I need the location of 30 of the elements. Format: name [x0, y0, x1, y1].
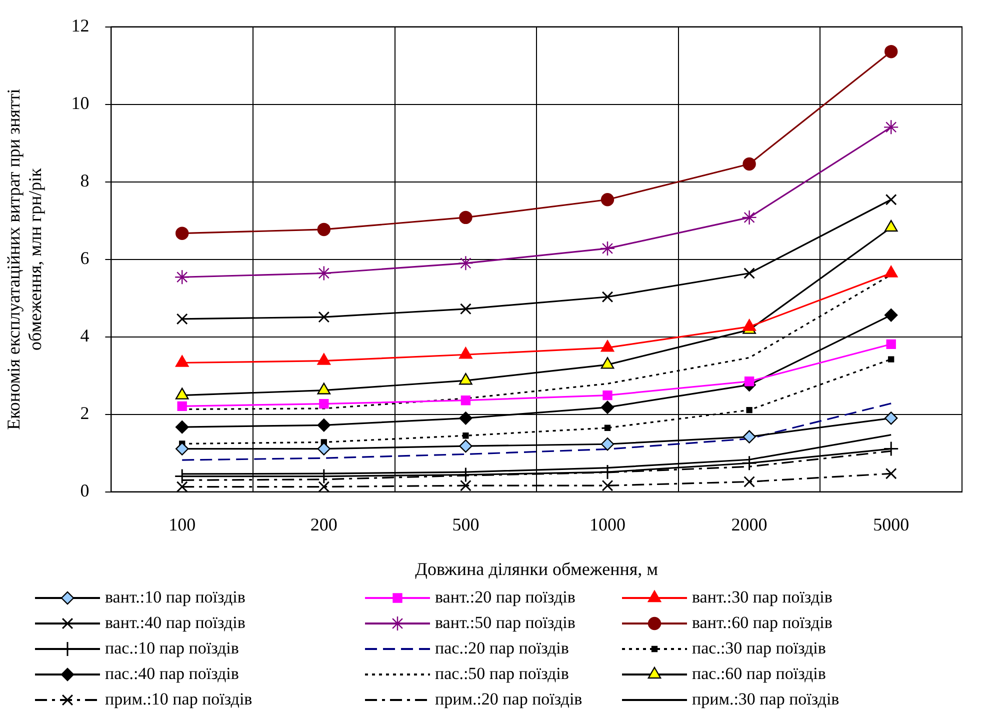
legend-label: прим.:30 пар поїздів	[692, 689, 840, 708]
y-tick-label: 8	[80, 170, 90, 191]
x-tick-label: 500	[452, 514, 480, 534]
x-tick-label: 2000	[731, 514, 768, 534]
y-axis-title: Економія експлуатаційних витрат при знятті обмеження, млн грн/рік	[4, 88, 46, 430]
legend-label: пас.:20 пар поїздів	[435, 638, 569, 658]
x-tick-label: 1000	[590, 514, 626, 534]
legend-label: прим.:10 пар поїздів	[105, 689, 252, 708]
y-tick-label: 6	[80, 248, 90, 268]
y-tick-label: 10	[71, 93, 90, 114]
x-axis-title: Довжина ділянки обмеження, м	[415, 558, 658, 579]
legend-label: вант.:40 пар поїздів	[105, 612, 246, 632]
legend-label: пас.:50 пар поїздів	[435, 664, 569, 683]
y-tick-label: 0	[80, 480, 90, 501]
legend-label: пас.:60 пар поїздів	[692, 664, 826, 683]
legend-label: пас.:30 пар поїздів	[692, 638, 826, 658]
legend-label: прим.:20 пар поїздів	[435, 689, 582, 708]
legend-label: вант.:20 пар поїздів	[435, 587, 576, 606]
y-tick-label: 2	[80, 403, 90, 424]
legend-label: вант.:10 пар поїздів	[105, 587, 246, 606]
legend-label: вант.:50 пар поїздів	[435, 612, 576, 632]
legend-label: пас.:40 пар поїздів	[105, 664, 239, 683]
x-tick-label: 200	[310, 514, 338, 534]
legend-label: пас.:10 пар поїздів	[105, 638, 239, 658]
legend-label: вант.:30 пар поїздів	[692, 587, 832, 606]
legend-label: вант.:60 пар поїздів	[692, 612, 832, 632]
x-tick-label: 100	[168, 514, 196, 534]
x-tick-label: 5000	[873, 514, 910, 534]
y-tick-label: 12	[71, 16, 90, 36]
y-tick-label: 4	[80, 326, 90, 346]
